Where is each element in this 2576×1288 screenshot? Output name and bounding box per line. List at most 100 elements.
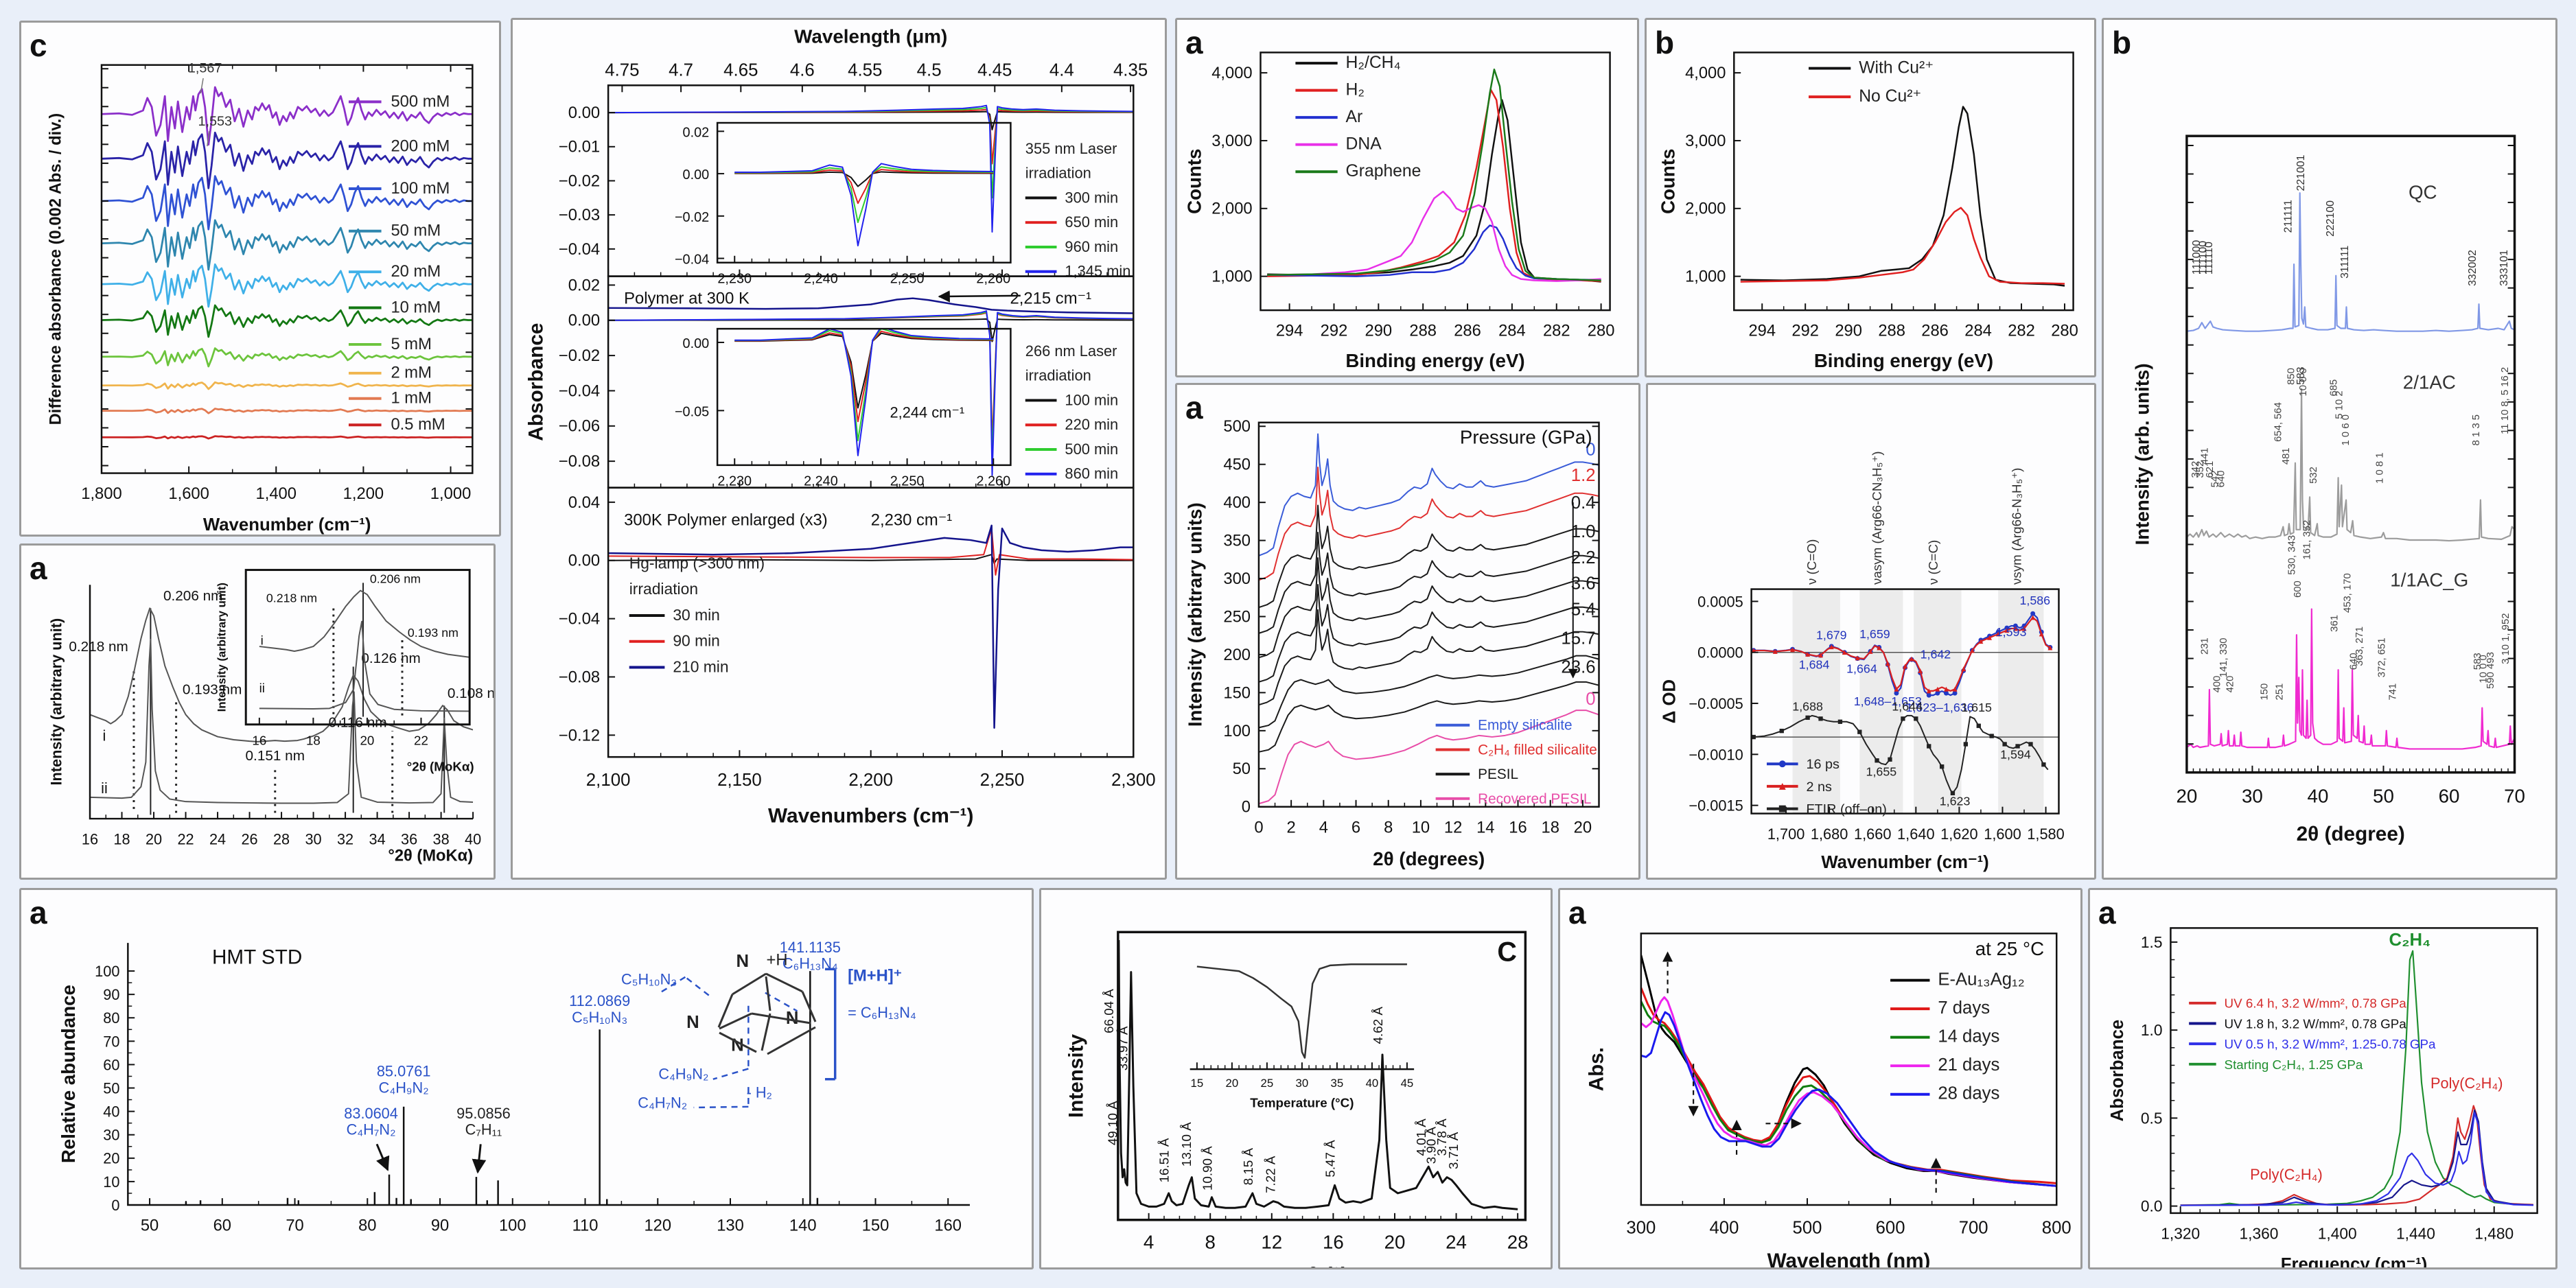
label: 1,320 bbox=[2161, 1224, 2200, 1242]
label: 5 mM bbox=[391, 335, 431, 353]
label: N bbox=[736, 952, 749, 971]
label: 30 bbox=[305, 831, 321, 848]
series-2 bbox=[2186, 608, 2515, 750]
label: Hg-lamp (>300 nm) bbox=[629, 554, 765, 572]
label: 28 days bbox=[1938, 1084, 1999, 1103]
label: 33.97 Å bbox=[1115, 1026, 1130, 1070]
panel-letter: c bbox=[30, 27, 47, 63]
label: PESIL bbox=[1478, 766, 1518, 782]
label: 5.47 Å bbox=[1323, 1140, 1338, 1178]
label: 2/1AC bbox=[2403, 371, 2456, 393]
chart: 294 292 290 288 286 284 282 280 Binding energy (… bbox=[1183, 51, 1614, 371]
label: −0.02 bbox=[559, 172, 600, 190]
label: 1,615 bbox=[1961, 701, 1992, 714]
label: 112.0869 bbox=[569, 992, 630, 1009]
panel-xrd-moka: a 16 18 20 22 24 26 28 30 32 34 36 38 40 Intensity (a… bbox=[19, 543, 496, 880]
label: 4.7 bbox=[669, 60, 693, 80]
label: 542 bbox=[2210, 471, 2221, 488]
series-0 bbox=[1196, 963, 1407, 1059]
series-2 bbox=[608, 106, 1134, 199]
label: 111000 bbox=[2191, 240, 2203, 275]
hmt-mass-spec-chart: 50 60 70 80 90 100 110 120 130 140 150 160 0 10 20 30 40… bbox=[58, 939, 970, 1235]
label: 4 bbox=[1144, 1231, 1154, 1252]
label: −0.0010 bbox=[1689, 746, 1743, 763]
label: C₄H₇N₂ bbox=[638, 1094, 687, 1112]
panel-polyethylene-ir: a 1,320 1,360 1,400 1,440 1,480 Frequency (cm… bbox=[2088, 888, 2557, 1269]
label: Temperature (°C) bbox=[1250, 1096, 1354, 1110]
series-2 bbox=[1267, 224, 1601, 281]
laser-irradiation-ir-chart: 4.75 4.7 4.65 4.6 4.55 4.5 4.45 4.4 4.35 Waveleng… bbox=[525, 26, 1156, 828]
label: νsym (Arg66-N₃H₅⁺) bbox=[2009, 468, 2023, 585]
label: Starting C₂H₄, 1.25 GPa bbox=[2225, 1057, 2363, 1072]
label: 30 bbox=[2242, 785, 2263, 806]
label: −0.08 bbox=[559, 452, 600, 471]
label: 12 bbox=[1444, 818, 1462, 836]
series-1 bbox=[2186, 388, 2515, 542]
label: C bbox=[1497, 937, 1517, 967]
series-2 bbox=[1258, 504, 1599, 609]
label: 16 bbox=[1509, 818, 1527, 836]
label: N bbox=[786, 1009, 799, 1028]
label: 12 bbox=[1261, 1231, 1282, 1252]
label: 0.00 bbox=[683, 167, 710, 183]
label: 294 bbox=[1748, 323, 1776, 340]
label: 200 bbox=[1223, 646, 1251, 664]
label: 1,480 bbox=[2474, 1224, 2514, 1242]
label: 0 bbox=[1586, 440, 1595, 459]
label: 0.218 nm bbox=[266, 591, 317, 605]
label: 1/1AC_G bbox=[2390, 569, 2468, 590]
label: 28 bbox=[273, 831, 290, 848]
label: 100 mM bbox=[391, 179, 450, 198]
label: 311111 bbox=[2339, 245, 2351, 278]
label: 960 min bbox=[1065, 238, 1118, 255]
label: 10 0 0 bbox=[2298, 368, 2309, 396]
series-1 bbox=[90, 638, 474, 804]
label: 16 bbox=[252, 733, 266, 747]
label: C₂H₄ filled silicalite bbox=[1478, 742, 1597, 758]
series-1 bbox=[101, 131, 473, 189]
label: °2θ (MoKα) bbox=[407, 759, 474, 773]
label: at 25 °C bbox=[1975, 938, 2044, 959]
label: 290 bbox=[1365, 323, 1393, 340]
label: 150 bbox=[1223, 683, 1251, 702]
label: Difference absorbance (0.002 Abs. / div.… bbox=[47, 113, 65, 425]
panel-lamellar-xrd: 4 8 12 16 20 24 28 2θ (°) Intensity C 66.04 Å33.97… bbox=[1039, 888, 1553, 1269]
label: 4,000 bbox=[1685, 65, 1726, 82]
label: 4,000 bbox=[1211, 65, 1252, 82]
series-5 bbox=[1258, 584, 1599, 683]
label: 1,586 bbox=[2019, 594, 2050, 607]
label: 50 bbox=[1233, 760, 1251, 778]
label: 24 bbox=[1446, 1231, 1467, 1252]
label: 120 bbox=[644, 1217, 671, 1235]
label: 2θ (°) bbox=[1295, 1263, 1348, 1267]
label: 22 bbox=[414, 733, 428, 747]
label: 1,664 bbox=[1846, 661, 1877, 675]
label: 0.00 bbox=[568, 552, 600, 570]
label: Absorbance bbox=[525, 323, 548, 441]
label: 2,240 bbox=[804, 474, 838, 489]
series-3 bbox=[101, 219, 473, 271]
label: 60 bbox=[2439, 785, 2460, 806]
label: 20 bbox=[103, 1150, 119, 1167]
label: H₂ bbox=[1346, 81, 1365, 99]
label: 800 bbox=[2042, 1219, 2072, 1238]
xrd-moka-chart: 16 18 20 22 24 26 28 30 32 34 36 38 40 Intensity (arb… bbox=[48, 569, 494, 865]
label: 90 bbox=[431, 1217, 449, 1235]
label: 282 bbox=[2008, 323, 2035, 340]
label: 66.04 Å bbox=[1102, 989, 1116, 1033]
label: 1.2 bbox=[1571, 466, 1596, 485]
label: 16 bbox=[82, 831, 98, 848]
label: 6 bbox=[1351, 818, 1360, 836]
label: 83.0604 bbox=[344, 1105, 398, 1122]
panel-letter: a bbox=[30, 550, 47, 586]
label: 352 bbox=[2195, 461, 2206, 478]
label: 150 bbox=[862, 1217, 890, 1235]
label: QC bbox=[2409, 182, 2437, 203]
label: 2,244 cm⁻¹ bbox=[890, 403, 964, 421]
label: 2θ (degrees) bbox=[1373, 848, 1485, 869]
label: N bbox=[686, 1013, 699, 1032]
series-6 bbox=[101, 347, 473, 368]
label: 621 bbox=[2205, 461, 2216, 478]
series-group bbox=[1117, 939, 1518, 1210]
label: 640 bbox=[2216, 471, 2227, 488]
